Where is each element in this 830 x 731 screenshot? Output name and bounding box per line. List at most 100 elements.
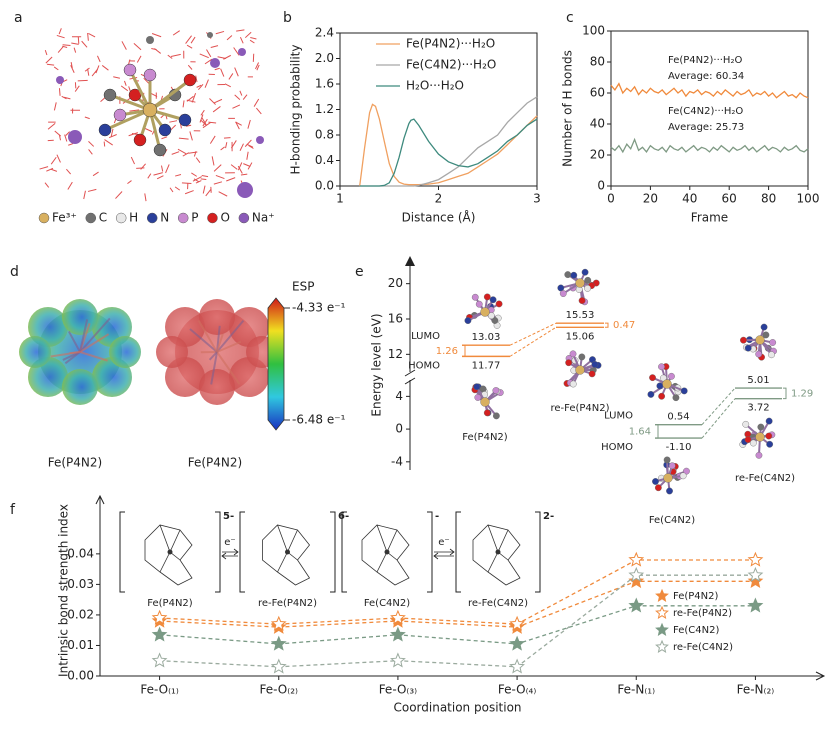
x-tick-label: 2 <box>435 192 443 206</box>
system-name: re-Fe(P4N2) <box>550 403 609 414</box>
esp-surface <box>19 336 51 368</box>
water-stick <box>201 174 209 178</box>
level-value: 3.72 <box>747 403 769 414</box>
water-stick <box>213 98 223 104</box>
water-stick <box>39 166 49 170</box>
water-stick <box>121 41 127 50</box>
x-tick-label: 80 <box>761 192 776 206</box>
water-stick <box>209 98 216 105</box>
water-stick <box>92 171 99 177</box>
y-axis-label: H-bonding probability <box>289 45 303 175</box>
bond <box>149 78 191 112</box>
water-stick <box>191 93 197 103</box>
colorbar-label: -4.33 e⁻¹ <box>292 301 346 315</box>
y-tick-label: 20 <box>388 276 403 290</box>
y-axis-label: Number of H bonds <box>561 50 575 167</box>
water-stick <box>212 106 221 113</box>
legend-label: H₂O···H₂O <box>406 79 464 93</box>
level-value: 13.03 <box>472 332 501 343</box>
y-tick-label: 0 <box>395 422 403 436</box>
x-tick-label: Fe-N₍₂₎ <box>737 683 775 697</box>
ion <box>68 130 82 144</box>
water-stick <box>204 79 209 88</box>
legend-marker <box>655 588 669 602</box>
molecule-atom <box>474 394 482 401</box>
water-stick <box>87 68 90 76</box>
water-stick <box>151 47 157 51</box>
water-stick <box>202 122 211 129</box>
molecule-atom <box>479 385 487 393</box>
water-stick <box>247 162 253 170</box>
water-stick <box>199 114 204 123</box>
y-tick-label: 40 <box>590 117 605 131</box>
molecule-atom <box>760 323 768 331</box>
star-marker <box>747 572 764 589</box>
water-stick <box>169 187 174 193</box>
water-stick <box>160 165 164 172</box>
water-stick <box>97 55 101 63</box>
water-stick <box>233 47 240 56</box>
metal-center <box>495 549 501 555</box>
water-stick <box>73 47 77 53</box>
molecule-atom <box>565 359 573 367</box>
star-marker <box>151 626 168 642</box>
water-stick <box>234 94 241 101</box>
atom <box>98 123 112 137</box>
x-tick-label: 100 <box>797 192 820 206</box>
connector <box>701 387 736 426</box>
legend-label: Fe³⁺ <box>52 211 77 225</box>
star-marker <box>628 572 645 589</box>
molecule-atom <box>475 300 483 308</box>
y-axis <box>95 494 105 676</box>
water-stick <box>186 44 193 49</box>
water-stick <box>202 118 208 127</box>
bracket <box>239 511 336 593</box>
series-line <box>159 580 756 628</box>
atom <box>143 68 157 82</box>
charge: 2- <box>543 511 554 522</box>
gap-bracket <box>655 424 659 439</box>
water-stick <box>208 121 217 124</box>
water-stick <box>147 173 152 179</box>
water-stick <box>191 172 198 177</box>
molecule-atom <box>559 290 567 297</box>
water-stick <box>190 36 196 44</box>
y-tick-label: 0.0 <box>315 179 334 193</box>
molecule-center <box>480 307 490 317</box>
water-stick <box>249 39 255 44</box>
molecule-atom <box>683 467 690 475</box>
water-stick <box>88 149 93 155</box>
series-line <box>359 103 538 187</box>
panels: a Fe³⁺ C H N P O Na⁺ d Fe(P4N2) Fe(P4N2) ESP -4.33 e… <box>10 10 826 715</box>
water-stick <box>91 68 98 77</box>
water-stick <box>228 73 234 80</box>
annotation: Fe(C4N2)···H₂O <box>668 106 743 117</box>
water-stick <box>87 188 97 192</box>
water-stick <box>202 185 206 194</box>
water-stick <box>195 157 201 163</box>
water-stick <box>239 143 244 151</box>
esp-surface <box>199 299 235 335</box>
water-stick <box>103 141 106 147</box>
molecule-atom <box>564 271 572 279</box>
legend-marker <box>655 622 669 636</box>
metal-center <box>167 549 173 555</box>
molecule-atom <box>569 350 577 358</box>
molecule-atom <box>749 439 757 447</box>
star-marker <box>270 658 287 674</box>
molecule-stick <box>216 340 242 353</box>
molecule-atom <box>569 380 577 388</box>
water-stick <box>226 35 233 41</box>
atom <box>153 143 167 157</box>
water-stick <box>53 66 59 71</box>
x-tick-label: 1 <box>336 192 344 206</box>
molecule-atom <box>652 478 659 485</box>
star-marker <box>390 609 406 625</box>
molecule-stick <box>216 333 224 353</box>
molecule-atom <box>766 440 774 448</box>
y-tick-label: -4 <box>391 454 403 468</box>
x-tick-label: Fe-N₍₁₎ <box>617 683 655 697</box>
molecule-atom <box>762 331 770 339</box>
esp-surface <box>62 369 98 405</box>
molecule-atom <box>473 383 481 391</box>
